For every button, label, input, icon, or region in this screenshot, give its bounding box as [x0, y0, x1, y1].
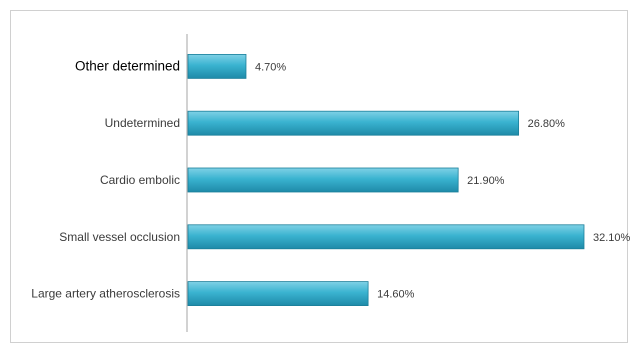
data-label-4: 14.60%	[377, 289, 415, 301]
data-label-0: 4.70%	[255, 61, 286, 73]
bar-3	[187, 224, 585, 250]
category-label-3: Small vessel occlusion	[59, 230, 180, 244]
category-labels: Other determined Undetermined Cardio embol…	[31, 58, 180, 300]
data-label-1: 26.80%	[528, 118, 566, 130]
bars-group	[187, 54, 585, 307]
data-label-2: 21.90%	[467, 175, 505, 187]
bar-2	[187, 167, 459, 193]
bar-4	[187, 281, 369, 307]
category-label-0: Other determined	[75, 58, 180, 73]
category-label-1: Undetermined	[105, 116, 180, 130]
category-label-4: Large artery atherosclerosis	[31, 287, 180, 301]
value-labels: 4.70% 26.80% 21.90% 32.10% 14.60%	[255, 61, 631, 300]
bar-0	[187, 54, 247, 79]
category-label-2: Cardio embolic	[100, 173, 180, 187]
bar-1	[187, 110, 520, 136]
data-label-3: 32.10%	[593, 232, 631, 244]
